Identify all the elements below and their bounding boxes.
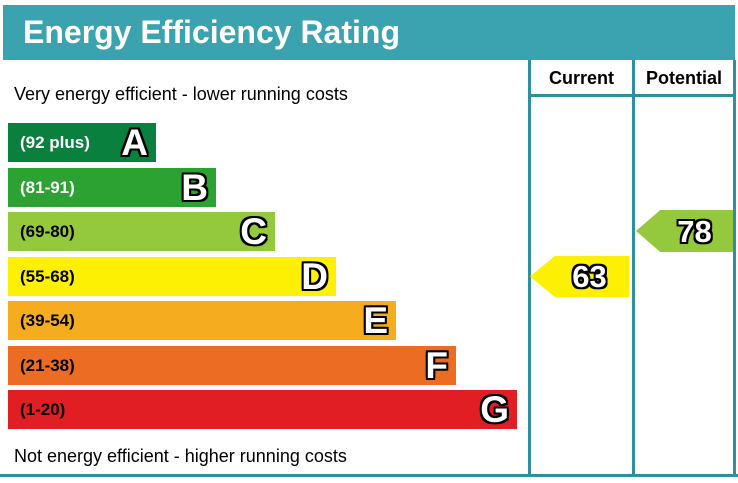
band-letter: C: [240, 211, 267, 252]
band-range-label: (81-91): [20, 177, 75, 197]
band-row-d: (55-68) D: [8, 257, 336, 296]
table-border-left: [528, 60, 531, 477]
band-range-label: (21-38): [20, 355, 75, 375]
band-range-label: (39-54): [20, 310, 75, 330]
band-range-label: (92 plus): [20, 132, 90, 152]
band-row-c: (69-80) C: [8, 212, 275, 251]
top-efficiency-label: Very energy efficient - lower running co…: [14, 84, 348, 104]
band-letter: F: [425, 345, 448, 386]
band-row-f: (21-38) F: [8, 346, 456, 385]
band-letter: G: [480, 389, 509, 430]
band-row-g: (1-20) G: [8, 390, 517, 429]
band-letter: B: [181, 167, 208, 208]
potential-column-header: Potential: [645, 68, 722, 88]
band-range-label: (55-68): [20, 266, 75, 286]
current-rating-arrow: 63: [530, 256, 629, 297]
band-letter: E: [363, 300, 388, 341]
band-letter: A: [121, 122, 148, 163]
band-row-b: (81-91) B: [8, 168, 216, 207]
title-bar: Energy Efficiency Rating: [3, 5, 735, 60]
table-header-underline: [528, 94, 736, 97]
page-title: Energy Efficiency Rating: [23, 14, 400, 50]
current-rating-value: 63: [572, 259, 607, 294]
band-row-a: (92 plus) A: [8, 123, 156, 162]
table-border-middle: [632, 60, 635, 477]
current-column-header: Current: [548, 68, 614, 88]
band-range-label: (69-80): [20, 221, 75, 241]
chart-bottom-border: [0, 474, 738, 477]
potential-rating-arrow: 78: [636, 210, 733, 252]
band-row-e: (39-54) E: [8, 301, 396, 340]
band-letter: D: [301, 256, 328, 297]
bottom-efficiency-label: Not energy efficient - higher running co…: [14, 446, 347, 466]
potential-rating-value: 78: [677, 213, 712, 249]
table-border-right: [733, 60, 736, 477]
band-range-label: (1-20): [20, 399, 66, 419]
